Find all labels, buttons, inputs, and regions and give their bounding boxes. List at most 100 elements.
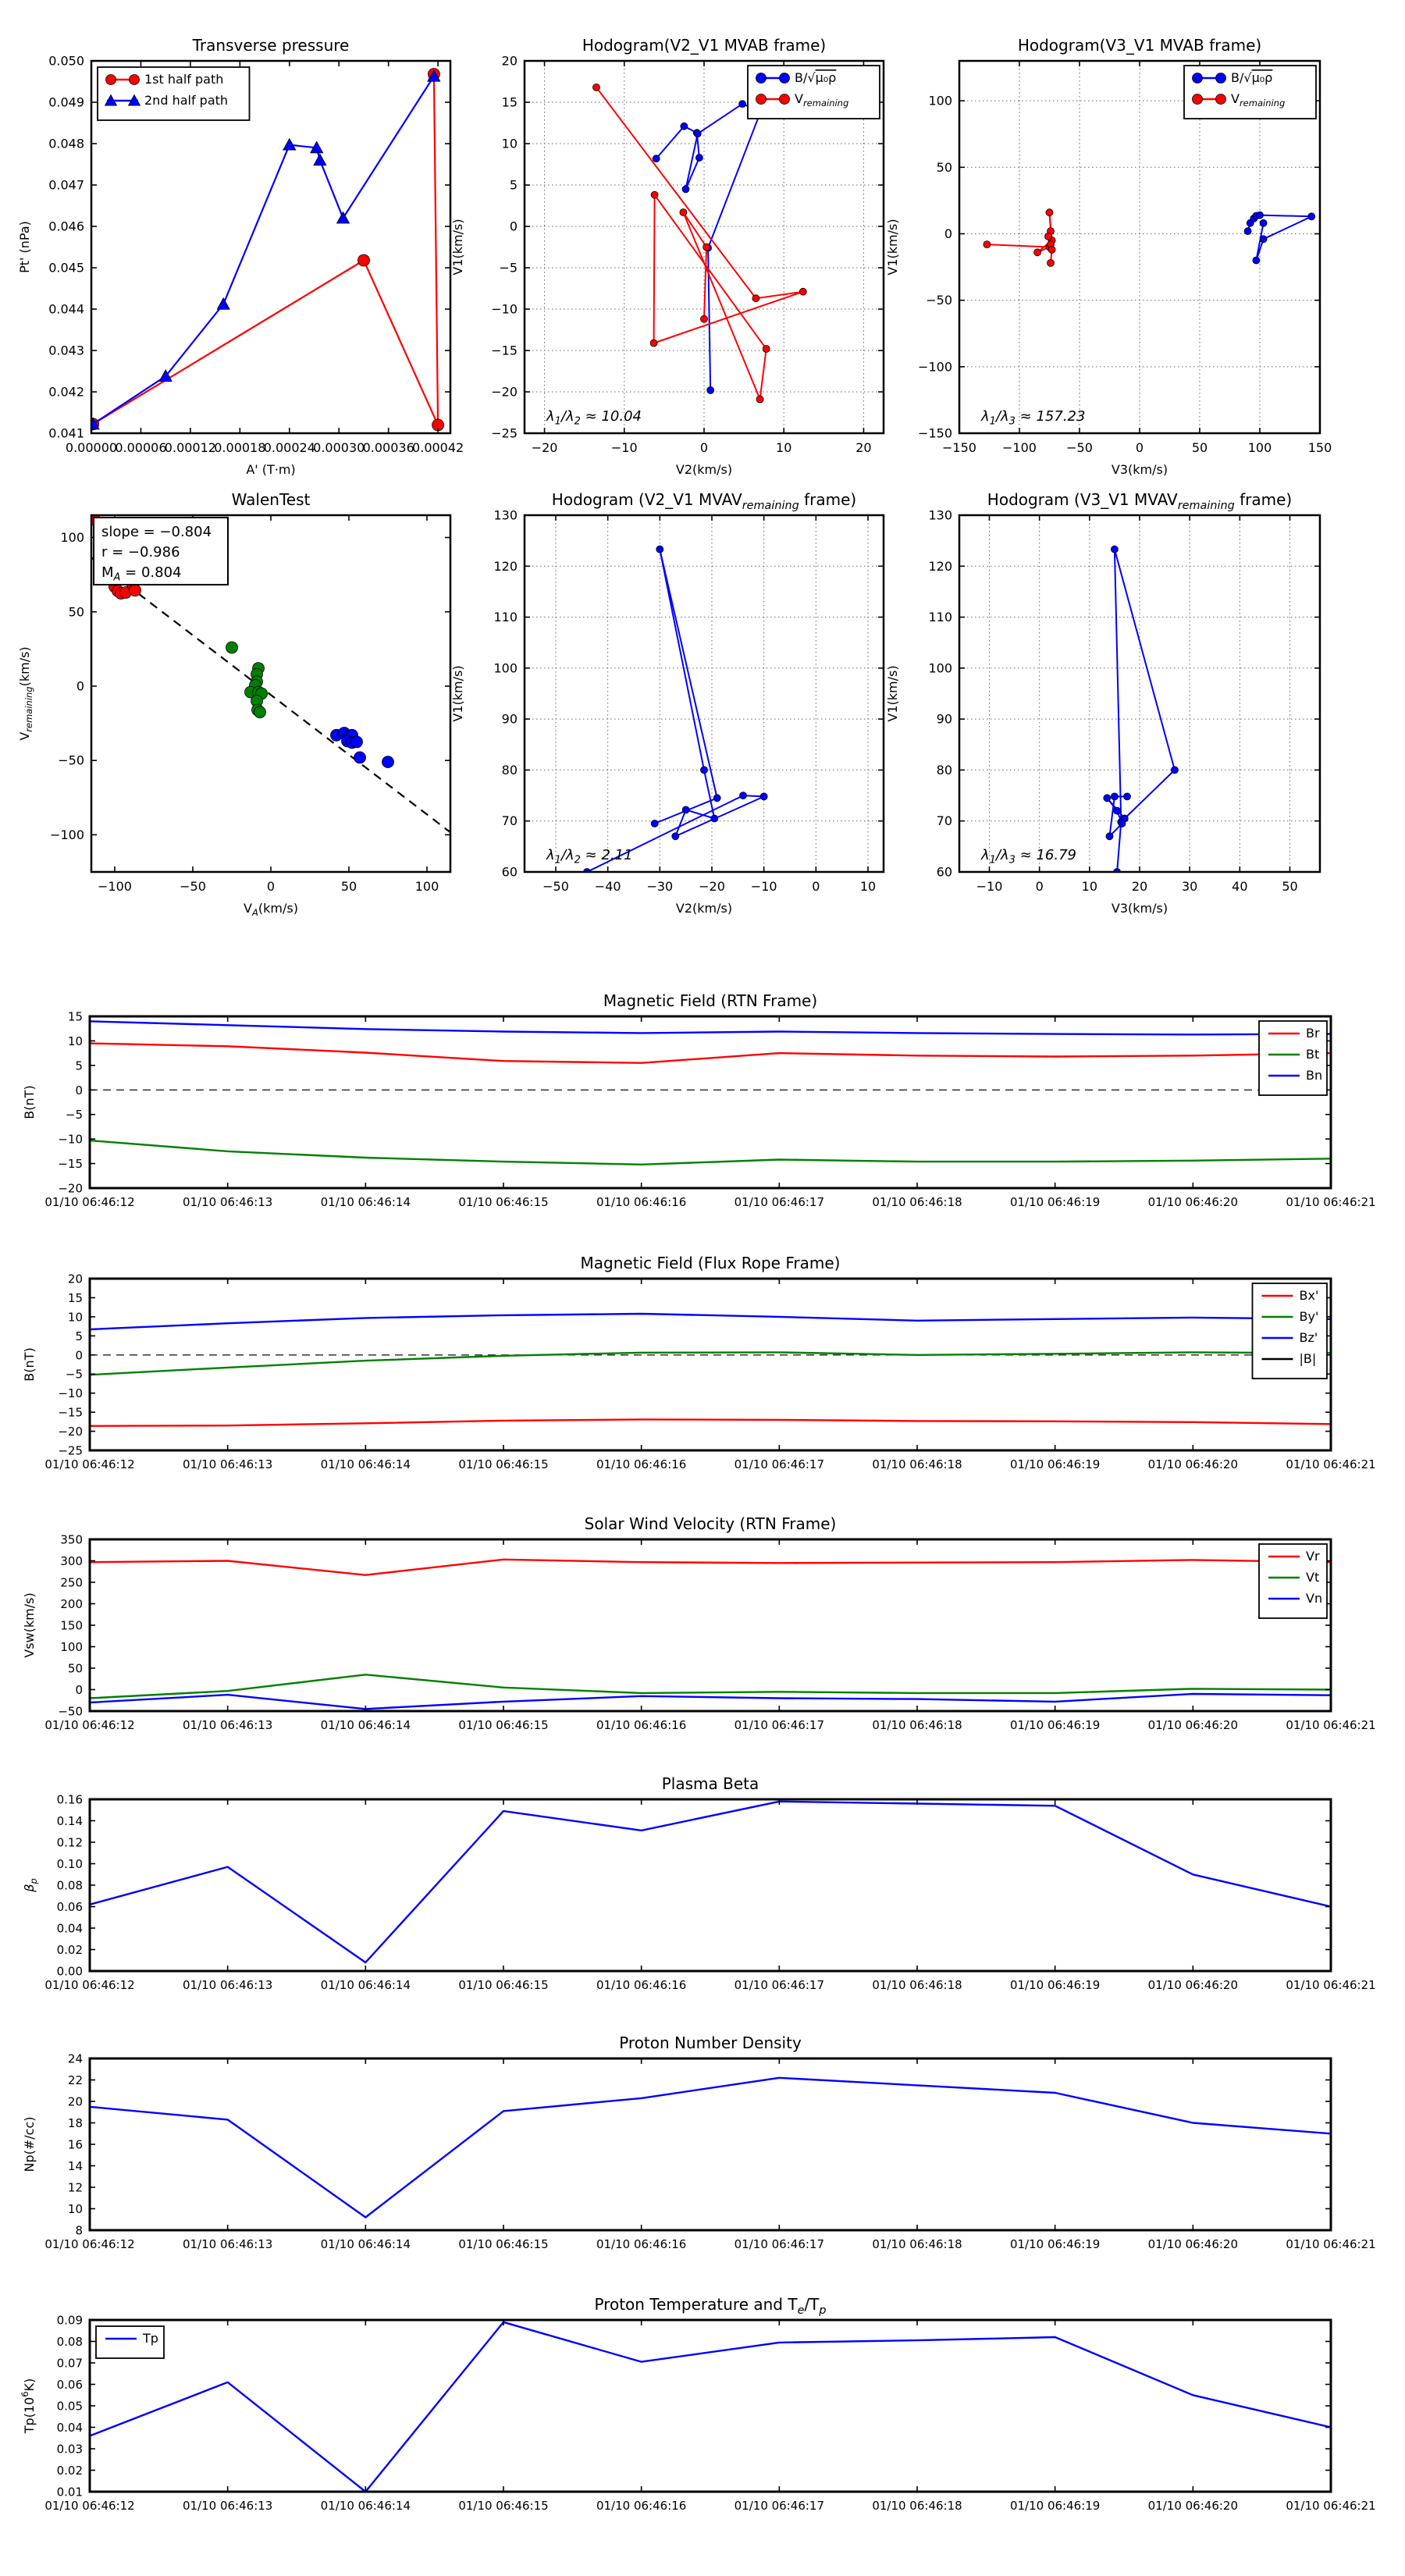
legend: 1st half path 2nd half path <box>97 66 251 121</box>
y-tick-label: 110 <box>493 610 518 624</box>
x-tick-label: 0.00012 <box>165 440 216 455</box>
y-tick-label: 20 <box>68 2095 83 2109</box>
y-tick-label: −100 <box>918 359 952 374</box>
x-tick-label: 01/10 06:46:19 <box>1010 1978 1100 1992</box>
series-group <box>91 515 450 834</box>
data-point <box>158 369 173 382</box>
x-tick-label: 20 <box>855 440 871 455</box>
y-tick-label: 18 <box>68 2116 83 2130</box>
axis-ticks: −150 −100 −50 0 50 100 150 −150 −100 −50 0 50 100 <box>918 61 1332 455</box>
y-tick-label: −5 <box>66 1108 83 1122</box>
legend: Tp <box>95 2325 165 2359</box>
y-axis-label: Pt' (nPa) <box>17 221 32 273</box>
series-line <box>92 76 435 425</box>
y-tick-label: 150 <box>60 1619 83 1633</box>
x-tick-label: 10 <box>860 879 876 894</box>
series-line <box>987 212 1053 263</box>
y-tick-label: 50 <box>68 1662 83 1676</box>
y-tick-label: 50 <box>69 604 84 619</box>
y-axis-label: V1(km/s) <box>450 665 465 721</box>
data-point <box>652 155 660 163</box>
x-tick-label: −30 <box>646 879 673 894</box>
y-tick-label: 80 <box>502 763 518 777</box>
x-tick-label: 01/10 06:46:21 <box>1286 1718 1375 1732</box>
axis-ticks: 01/10 06:46:12 01/10 06:46:13 01/10 06:46:… <box>44 2314 1375 2514</box>
chart-title: Hodogram(V3_V1 MVAB frame) <box>1018 36 1261 55</box>
y-tick-label: 100 <box>60 1640 83 1654</box>
x-tick-label: 01/10 06:46:17 <box>735 1978 824 1992</box>
series-line <box>90 1042 1331 1064</box>
data-point <box>706 386 715 394</box>
y-axis-label: V1(km/s) <box>885 665 900 721</box>
data-point <box>1171 766 1179 774</box>
legend-label: Br <box>1306 1026 1320 1041</box>
legend-label: Vt <box>1306 1570 1319 1585</box>
y-tick-label: −50 <box>58 1705 83 1719</box>
legend: Br Bt Bn <box>1258 1020 1328 1096</box>
legend-label: Tp <box>142 2331 158 2346</box>
x-tick-label: 01/10 06:46:15 <box>458 2237 548 2251</box>
x-tick-label: 0.00018 <box>214 440 265 455</box>
y-tick-label: 0.02 <box>57 2464 83 2478</box>
data-point <box>681 185 690 194</box>
data-point <box>1033 248 1041 257</box>
y-tick-label: 15 <box>68 1291 83 1305</box>
legend-label: Bt <box>1306 1047 1319 1062</box>
y-tick-label: −20 <box>58 1182 83 1196</box>
data-point <box>700 766 708 774</box>
x-tick-label: 01/10 06:46:21 <box>1286 1195 1375 1209</box>
y-tick-label: −15 <box>491 343 518 358</box>
series-line <box>90 1418 1331 1427</box>
data-point <box>1103 794 1112 802</box>
x-tick-label: 01/10 06:46:17 <box>735 2237 824 2251</box>
axis-ticks: −10 0 10 20 30 40 50 60 70 80 90 100 110 120 130 <box>928 508 1320 894</box>
y-tick-label: −20 <box>58 1425 83 1439</box>
x-tick-label: 0.00036 <box>363 440 414 455</box>
x-tick-label: 01/10 06:46:15 <box>458 1195 548 1209</box>
chart-title: Hodogram (V3_V1 MVAVremaining​ frame) <box>987 490 1292 512</box>
data-point <box>1044 232 1052 240</box>
y-tick-label: 0.044 <box>48 302 84 317</box>
stats-box <box>93 517 229 585</box>
data-point <box>1118 820 1126 827</box>
axes-frame <box>88 2318 1332 2493</box>
data-point <box>1048 245 1056 254</box>
data-point <box>226 641 238 654</box>
legend-label: Vremaining​ <box>1231 91 1285 109</box>
y-tick-label: 10 <box>68 1310 83 1324</box>
data-point <box>713 794 721 802</box>
data-point <box>336 211 350 224</box>
data-point <box>91 417 100 430</box>
y-tick-label: 350 <box>60 1533 83 1547</box>
data-point <box>427 69 441 82</box>
data-point <box>592 84 600 91</box>
series-line <box>90 1351 1331 1376</box>
data-point <box>313 153 327 166</box>
y-tick-label: 0.08 <box>57 2335 83 2349</box>
series-line <box>90 1800 1331 1964</box>
axes-frame <box>523 514 885 873</box>
x-tick-label: 01/10 06:46:12 <box>44 1718 134 1732</box>
x-axis-label: A' (T·m) <box>246 462 295 477</box>
y-tick-label: 0.02 <box>57 1943 83 1957</box>
y-tick-label: 0.10 <box>57 1857 83 1871</box>
data-point <box>310 141 324 154</box>
axes-frame <box>958 514 1321 873</box>
series-group <box>90 1279 1331 1427</box>
series-group <box>90 1558 1331 1710</box>
y-tick-label: 15 <box>68 1010 83 1024</box>
chart-walen_test: −100 −50 0 50 100 −100 −50 0 50 100 WalenTest VA​(k… <box>17 490 452 918</box>
y-tick-label: 0.06 <box>57 1900 83 1914</box>
data-point <box>1123 792 1131 801</box>
x-tick-label: 01/10 06:46:20 <box>1148 1195 1238 1209</box>
data-point <box>1105 832 1114 841</box>
y-tick-label: 0.16 <box>57 1793 83 1807</box>
x-tick-label: 01/10 06:46:17 <box>735 1718 824 1732</box>
series-line <box>92 73 439 426</box>
chart-b_rtn: 01/10 06:46:12 01/10 06:46:13 01/10 06:46:… <box>22 991 1376 1209</box>
y-axis-label: B(nT) <box>22 1347 37 1381</box>
y-tick-label: 0 <box>75 1348 83 1362</box>
y-tick-label: 0 <box>75 1083 83 1098</box>
x-tick-label: 01/10 06:46:18 <box>872 2499 962 2513</box>
